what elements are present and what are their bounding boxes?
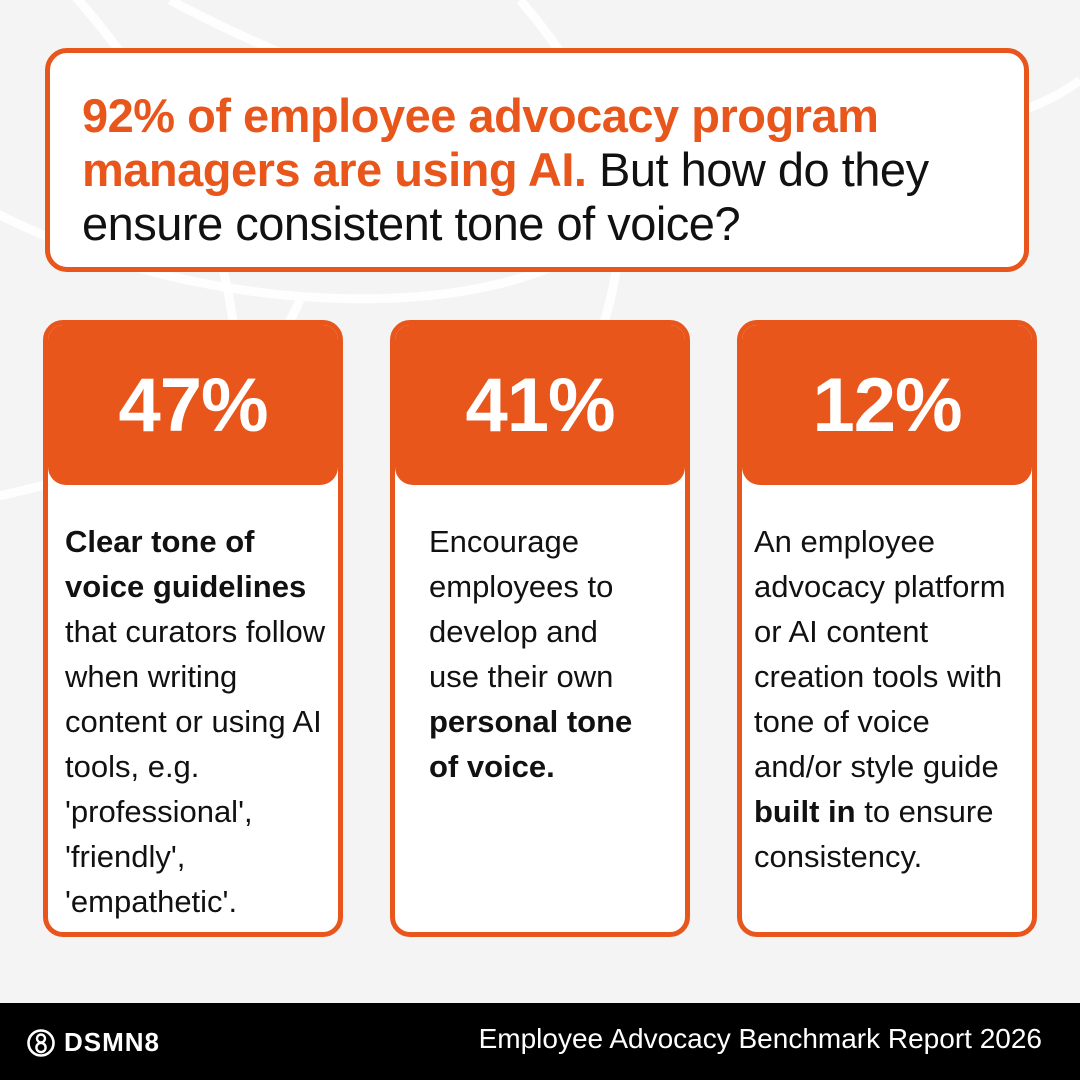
- dsmn8-logo-icon: [27, 1028, 55, 1057]
- stat-card-2: 41% Encourage employees to develop and u…: [390, 320, 690, 937]
- stat-description: An employee advocacy platform or AI cont…: [742, 485, 1032, 879]
- headline-box: 92% of employee advocacy program manager…: [45, 48, 1029, 272]
- headline-accent: 92% of employee advocacy program manager…: [82, 89, 879, 196]
- stat-card-1: 47% Clear tone of voice guidelines that …: [43, 320, 343, 937]
- dsmn8-logo: DSMN8: [26, 1027, 160, 1058]
- stat-description-bold: built in: [754, 794, 856, 829]
- stat-description-text: that curators follow when writing conten…: [65, 614, 326, 919]
- report-title: Employee Advocacy Benchmark Report 2026: [478, 1023, 1042, 1054]
- stat-description-bold: Clear tone of voice guidelines: [65, 524, 307, 604]
- stat-description-text: An employee advocacy platform or AI cont…: [754, 524, 1006, 784]
- stat-card-header: 47%: [48, 325, 338, 485]
- stat-card-header: 41%: [395, 325, 685, 485]
- stat-description-text-end: to ensure consistency.: [754, 794, 994, 874]
- stat-description-bold: personal tone of voice.: [429, 704, 633, 784]
- stat-value: 12%: [812, 362, 962, 448]
- stat-description: Clear tone of voice guidelines that cura…: [48, 485, 338, 924]
- stat-description-text: Encourage employees to develop and use t…: [429, 524, 614, 694]
- stat-card-3: 12% An employee advocacy platform or AI …: [737, 320, 1037, 937]
- stat-description: Encourage employees to develop and use t…: [395, 485, 685, 789]
- headline-rest: But how do they ensure consistent tone o…: [82, 143, 929, 250]
- logo-text: DSMN8: [64, 1027, 161, 1057]
- stat-value: 47%: [118, 362, 268, 448]
- headline: 92% of employee advocacy program manager…: [82, 89, 994, 251]
- stat-card-header: 12%: [742, 325, 1032, 485]
- footer-bar: DSMN8 Employee Advocacy Benchmark Report…: [0, 1003, 1080, 1080]
- stat-value: 41%: [465, 362, 615, 448]
